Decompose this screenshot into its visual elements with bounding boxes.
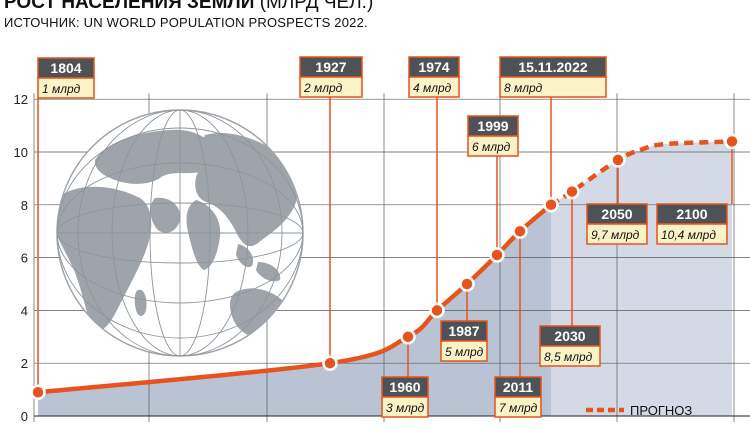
milestone-year: 1927 [315,59,346,75]
label-body [299,76,363,98]
milestone-year: 1960 [389,379,420,395]
y-tick-label: 6 [21,251,28,266]
y-tick-label: 12 [14,92,28,107]
milestone-value: 10,4 млрд [661,228,716,242]
legend: ПРОГНОЗ [586,403,692,418]
chart-source: ИСТОЧНИК: UN WORLD POPULATION PROSPECTS … [4,15,368,30]
y-axis: 0 2 4 6 8 10 12 [14,92,28,424]
data-point [512,223,528,239]
data-point [724,133,740,150]
milestone-year: 1987 [448,323,479,339]
label-body [656,223,728,245]
data-point [610,152,626,168]
data-point [564,183,580,200]
milestone-value: 7 млрд [499,401,538,415]
forecast-area [551,141,732,416]
globe-icon [56,109,304,357]
milestone-year: 2030 [554,328,585,344]
y-tick-label: 2 [21,356,28,371]
milestone-value: 1 млрд [42,82,81,96]
milestone-value: 4 млрд [413,81,452,95]
y-tick-label: 10 [14,145,28,160]
data-point [322,355,338,371]
y-tick-label: 0 [21,409,28,424]
label-body [494,396,542,418]
data-point [459,276,475,292]
milestone-year: 2100 [676,206,707,222]
milestone-year: 15.11.2022 [518,59,588,75]
milestone-value: 6 млрд [472,140,511,154]
milestone-year: 1804 [50,60,81,76]
chart-title-unit: (МЛРД ЧЕЛ.) [259,0,374,13]
milestone-year: 1974 [418,59,449,75]
label-body [408,76,460,98]
chart-title-text: РОСТ НАСЕЛЕНИЯ ЗЕМЛИ [4,0,255,13]
label-body [499,76,607,98]
milestone-value: 2 млрд [303,81,343,95]
milestone-value: 8 млрд [504,81,543,95]
data-point [400,329,416,345]
y-tick-label: 8 [21,198,28,213]
milestone-year: 2050 [601,206,632,222]
milestone-value: 9,7 млрд [591,228,640,242]
milestone-labels: 1804 1 млрд 1927 2 млрд 1960 3 млрд 1974 4 млрд… [30,56,740,418]
data-point [489,247,505,263]
label-body [37,77,95,99]
data-point [429,302,445,319]
data-point [543,197,559,213]
y-tick-label: 4 [21,303,28,318]
milestone-value: 5 млрд [445,345,484,359]
milestone-year: 2011 [503,379,534,395]
label-body [539,345,601,367]
label-body [381,396,429,418]
data-point [30,384,46,400]
chart-title: РОСТ НАСЕЛЕНИЯ ЗЕМЛИ (МЛРД ЧЕЛ.) [4,0,373,14]
label-body [586,223,648,245]
legend-label: ПРОГНОЗ [630,403,692,418]
label-body [440,340,488,362]
milestone-value: 3 млрд [386,401,425,415]
milestone-year: 1999 [477,118,508,134]
milestone-value: 8,5 млрд [544,350,593,364]
label-body [467,135,519,157]
